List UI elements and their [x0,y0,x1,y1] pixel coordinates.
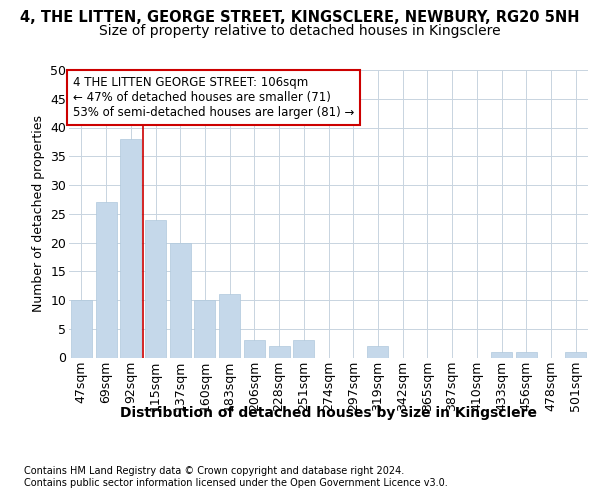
Text: Distribution of detached houses by size in Kingsclere: Distribution of detached houses by size … [121,406,538,419]
Bar [219,294,240,358]
Text: Contains public sector information licensed under the Open Government Licence v3: Contains public sector information licen… [24,478,448,488]
Bar [491,352,512,358]
Bar [71,300,92,358]
Bar [145,220,166,358]
Text: Size of property relative to detached houses in Kingsclere: Size of property relative to detached ho… [99,24,501,38]
Text: Contains HM Land Registry data © Crown copyright and database right 2024.: Contains HM Land Registry data © Crown c… [24,466,404,476]
Y-axis label: Number of detached properties: Number of detached properties [32,116,44,312]
Bar [194,300,215,358]
Bar [269,346,290,358]
Bar [244,340,265,357]
Bar [120,139,141,358]
Bar [516,352,537,358]
Bar [293,340,314,357]
Text: 4 THE LITTEN GEORGE STREET: 106sqm
← 47% of detached houses are smaller (71)
53%: 4 THE LITTEN GEORGE STREET: 106sqm ← 47%… [73,76,354,119]
Text: 4, THE LITTEN, GEORGE STREET, KINGSCLERE, NEWBURY, RG20 5NH: 4, THE LITTEN, GEORGE STREET, KINGSCLERE… [20,10,580,25]
Bar [565,352,586,358]
Bar [367,346,388,358]
Bar [95,202,116,358]
Bar [170,242,191,358]
